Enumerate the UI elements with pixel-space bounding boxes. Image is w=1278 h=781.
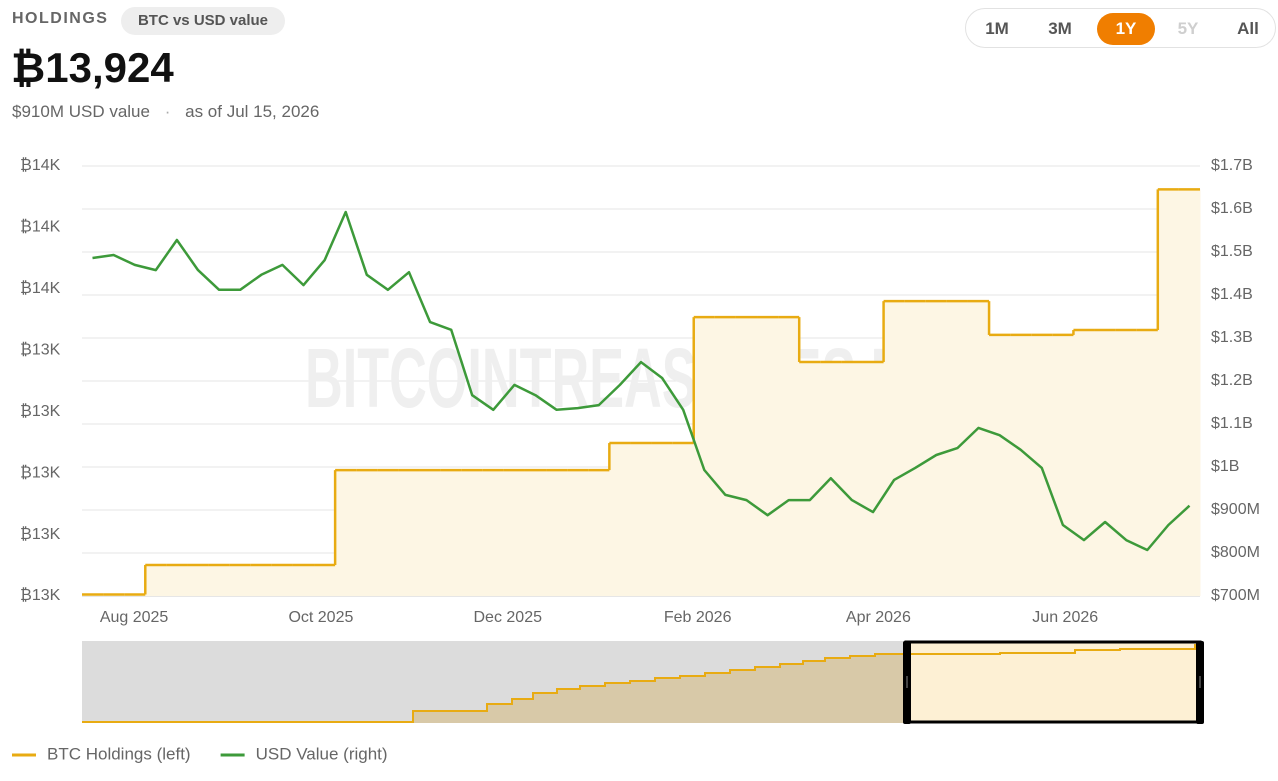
holdings-area (461, 470, 484, 596)
holdings-area (1136, 330, 1159, 596)
y-tick-label: ₿13K (20, 586, 61, 604)
holdings-area (651, 443, 674, 596)
x-tick-label: Feb 2026 (664, 609, 732, 626)
holdings-area (250, 564, 273, 596)
holdings-area (862, 361, 885, 596)
holdings-amount: ₿13,924 (11, 44, 174, 91)
holdings-area (1010, 334, 1032, 596)
y2-tick-label: $1.6B (1211, 200, 1253, 217)
separator: · (164, 102, 171, 121)
holdings-area (1094, 330, 1117, 596)
holdings-area (229, 564, 252, 596)
holdings-area (187, 564, 210, 596)
x-tick-label: Jun 2026 (1032, 609, 1098, 626)
y2-tick-label: $800M (1211, 544, 1260, 561)
x-tick-label: Apr 2026 (846, 609, 911, 626)
holdings-area (609, 443, 631, 596)
navigator (82, 640, 1204, 724)
holdings-area (398, 470, 421, 596)
y2-tick-label: $700M (1211, 587, 1260, 604)
y2-tick-label: $1.3B (1211, 329, 1253, 346)
holdings-area (693, 317, 716, 596)
legend-label[interactable]: USD Value (right) (256, 744, 388, 763)
holdings-area (524, 470, 547, 596)
holdings-area (546, 470, 568, 596)
navigator-area (82, 654, 905, 723)
holdings-area (799, 361, 821, 596)
y-tick-label: ₿14K (20, 156, 61, 174)
y2-tick-label: $1.4B (1211, 286, 1253, 303)
range-button[interactable]: 3M (1048, 19, 1072, 38)
holdings-area (1052, 334, 1074, 596)
y2-tick-label: $1.7B (1211, 157, 1253, 174)
holdings-area (292, 564, 315, 596)
y2-tick-label: $1.1B (1211, 415, 1253, 432)
holdings-area (967, 301, 990, 596)
holdings-series (82, 188, 1201, 597)
holdings-area (145, 564, 167, 596)
holdings-area (208, 564, 231, 596)
holdings-area (588, 470, 610, 596)
range-selector: 1M 3M 1Y 5Y All (965, 8, 1276, 48)
holdings-area (335, 470, 357, 596)
holdings-area (735, 317, 758, 596)
as-of-date: as of Jul 15, 2026 (185, 102, 320, 121)
y-tick-label: ₿13K (20, 402, 61, 420)
holdings-area (482, 470, 505, 596)
y2-tick-label: $900M (1211, 501, 1260, 518)
range-button[interactable]: 1M (985, 19, 1009, 38)
holdings-area (1178, 189, 1201, 597)
holdings-area (841, 361, 863, 596)
y2-tick-label: $1.5B (1211, 243, 1253, 260)
range-button: 5Y (1177, 19, 1199, 38)
section-title: HOLDINGS (12, 10, 109, 27)
x-tick-label: Aug 2025 (100, 609, 169, 626)
holdings-area (672, 443, 695, 596)
holdings-area (1115, 330, 1138, 596)
holdings-area (356, 470, 378, 596)
holdings-area (1031, 334, 1053, 596)
holdings-area (989, 334, 1011, 596)
range-button[interactable]: All (1237, 19, 1259, 38)
holdings-area (904, 301, 927, 596)
holdings-area (419, 470, 442, 596)
holdings-area (925, 301, 948, 596)
range-button[interactable]: 1Y (1097, 13, 1155, 45)
subtitle: $910M USD value · as of Jul 15, 2026 (12, 102, 329, 122)
legend-label[interactable]: BTC Holdings (left) (47, 744, 191, 763)
usd-value-line (92, 210, 1191, 552)
y-tick-label: ₿14K (20, 218, 61, 236)
holdings-area (883, 301, 906, 596)
holdings-area (166, 564, 188, 596)
holdings-area (757, 317, 779, 596)
holdings-area (440, 470, 463, 596)
holdings-area (778, 317, 800, 596)
usd-value: $910M USD value (12, 102, 150, 121)
holdings-area (1073, 330, 1096, 596)
holdings-area (314, 564, 336, 596)
y-tick-label: ₿13K (20, 463, 61, 481)
y-tick-label: ₿13K (20, 525, 61, 543)
y2-tick-label: $1.2B (1211, 372, 1253, 389)
x-tick-label: Dec 2025 (474, 609, 543, 626)
x-tick-label: Oct 2025 (288, 609, 353, 626)
holdings-area (271, 564, 294, 596)
y-tick-label: ₿13K (20, 341, 61, 359)
holdings-area (567, 470, 589, 596)
navigator-line (82, 644, 1200, 723)
holdings-area (714, 317, 737, 596)
holdings-area (377, 470, 399, 596)
y2-tick-label: $1B (1211, 458, 1239, 475)
holdings-area (630, 443, 653, 596)
holdings-area (503, 470, 526, 596)
badge: BTC vs USD value (121, 7, 285, 35)
y-tick-label: ₿14K (20, 279, 61, 297)
holdings-area (1157, 189, 1180, 597)
